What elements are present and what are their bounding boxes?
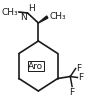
Text: CH₃: CH₃ — [50, 12, 67, 21]
Polygon shape — [38, 16, 48, 23]
Text: Aro: Aro — [28, 61, 43, 70]
Text: F: F — [76, 64, 81, 73]
Text: F: F — [69, 88, 75, 97]
Text: N: N — [20, 13, 27, 22]
Text: H: H — [28, 4, 35, 13]
Text: CH₃: CH₃ — [1, 8, 18, 17]
Text: F: F — [78, 73, 83, 82]
